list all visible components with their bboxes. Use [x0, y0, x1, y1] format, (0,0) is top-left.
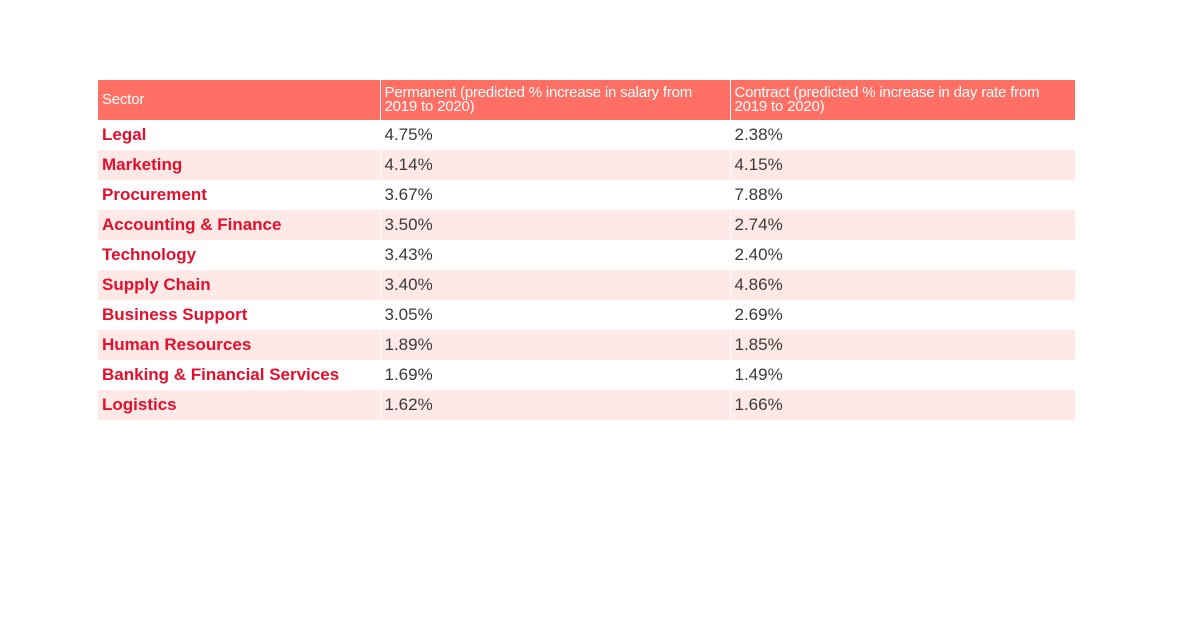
- contract-cell: 1.49%: [729, 360, 1075, 390]
- table-row: Banking & Financial Services 1.69% 1.49%: [98, 360, 1075, 390]
- contract-cell: 2.69%: [729, 300, 1075, 330]
- header-sector: Sector: [98, 80, 380, 120]
- header-row: Sector Permanent (predicted % increase i…: [98, 80, 1075, 120]
- table-row: Procurement 3.67% 7.88%: [98, 180, 1075, 210]
- salary-increase-table: Sector Permanent (predicted % increase i…: [98, 80, 1075, 420]
- salary-table-container: Sector Permanent (predicted % increase i…: [98, 80, 1075, 420]
- contract-cell: 2.40%: [729, 240, 1075, 270]
- contract-cell: 7.88%: [729, 180, 1075, 210]
- permanent-cell: 3.50%: [379, 210, 730, 240]
- header-contract: Contract (predicted % increase in day ra…: [729, 80, 1075, 120]
- permanent-cell: 1.62%: [379, 390, 730, 420]
- sector-cell: Technology: [102, 245, 197, 264]
- permanent-cell: 3.67%: [379, 180, 730, 210]
- contract-cell: 1.85%: [729, 330, 1075, 360]
- sector-cell: Marketing: [98, 150, 380, 180]
- permanent-cell: 3.05%: [379, 300, 730, 330]
- permanent-cell: 3.40%: [379, 270, 730, 300]
- table-row: Supply Chain 3.40% 4.86%: [98, 270, 1075, 300]
- contract-cell: 4.15%: [729, 150, 1075, 180]
- sector-cell: Banking & Financial Services: [102, 365, 340, 384]
- sector-cell: Business Support: [102, 305, 248, 324]
- table-row: Legal 4.75% 2.38%: [98, 120, 1075, 150]
- contract-cell: 4.86%: [729, 270, 1075, 300]
- table-header: Sector Permanent (predicted % increase i…: [98, 80, 1075, 120]
- table-row: Logistics 1.62% 1.66%: [98, 390, 1075, 420]
- table-row: Marketing 4.14% 4.15%: [98, 150, 1075, 180]
- contract-cell: 2.74%: [729, 210, 1075, 240]
- sector-cell: Supply Chain: [98, 270, 380, 300]
- header-permanent: Permanent (predicted % increase in salar…: [379, 80, 730, 120]
- permanent-cell: 3.43%: [379, 240, 730, 270]
- permanent-cell: 1.69%: [379, 360, 730, 390]
- permanent-cell: 1.89%: [379, 330, 730, 360]
- contract-cell: 1.66%: [729, 390, 1075, 420]
- sector-cell: Procurement: [102, 185, 207, 204]
- sector-cell: Human Resources: [98, 330, 380, 360]
- sector-cell: Logistics: [98, 390, 380, 420]
- permanent-cell: 4.75%: [379, 120, 730, 150]
- contract-cell: 2.38%: [729, 120, 1075, 150]
- sector-cell: Accounting & Finance: [98, 210, 380, 240]
- table-row: Business Support 3.05% 2.69%: [98, 300, 1075, 330]
- table-body: Legal 4.75% 2.38% Marketing 4.14% 4.15% …: [98, 120, 1075, 420]
- table-row: Accounting & Finance 3.50% 2.74%: [98, 210, 1075, 240]
- sector-cell: Legal: [102, 125, 147, 144]
- table-row: Human Resources 1.89% 1.85%: [98, 330, 1075, 360]
- table-row: Technology 3.43% 2.40%: [98, 240, 1075, 270]
- permanent-cell: 4.14%: [379, 150, 730, 180]
